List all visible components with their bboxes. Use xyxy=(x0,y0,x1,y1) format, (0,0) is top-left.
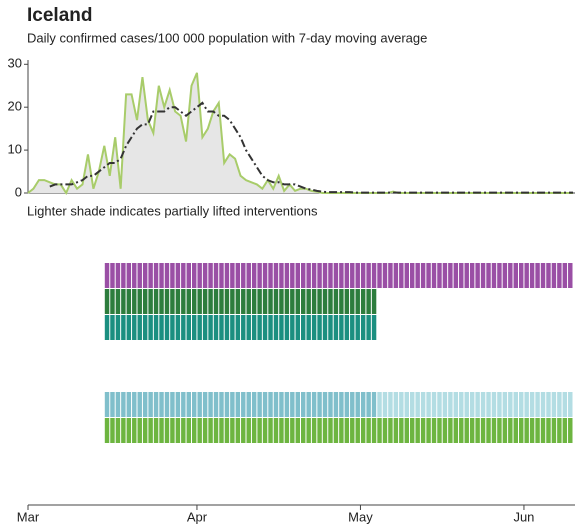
chart-title: Iceland xyxy=(27,5,92,26)
x-tick-label: Apr xyxy=(187,509,208,524)
area-fill xyxy=(28,72,573,193)
chart-subtitle: Daily confirmed cases/100 000 population… xyxy=(27,30,427,45)
y-tick-label: 0 xyxy=(15,184,22,199)
y-tick-label: 30 xyxy=(8,56,22,71)
y-tick-label: 20 xyxy=(8,99,22,114)
chart-note: Lighter shade indicates partially lifted… xyxy=(27,203,318,218)
x-tick-label: Jun xyxy=(513,509,534,524)
moving-average-line xyxy=(49,101,573,194)
daily-line xyxy=(27,72,573,196)
x-tick-label: Mar xyxy=(17,509,40,524)
y-tick-label: 10 xyxy=(8,142,22,157)
x-tick-label: May xyxy=(348,509,373,524)
